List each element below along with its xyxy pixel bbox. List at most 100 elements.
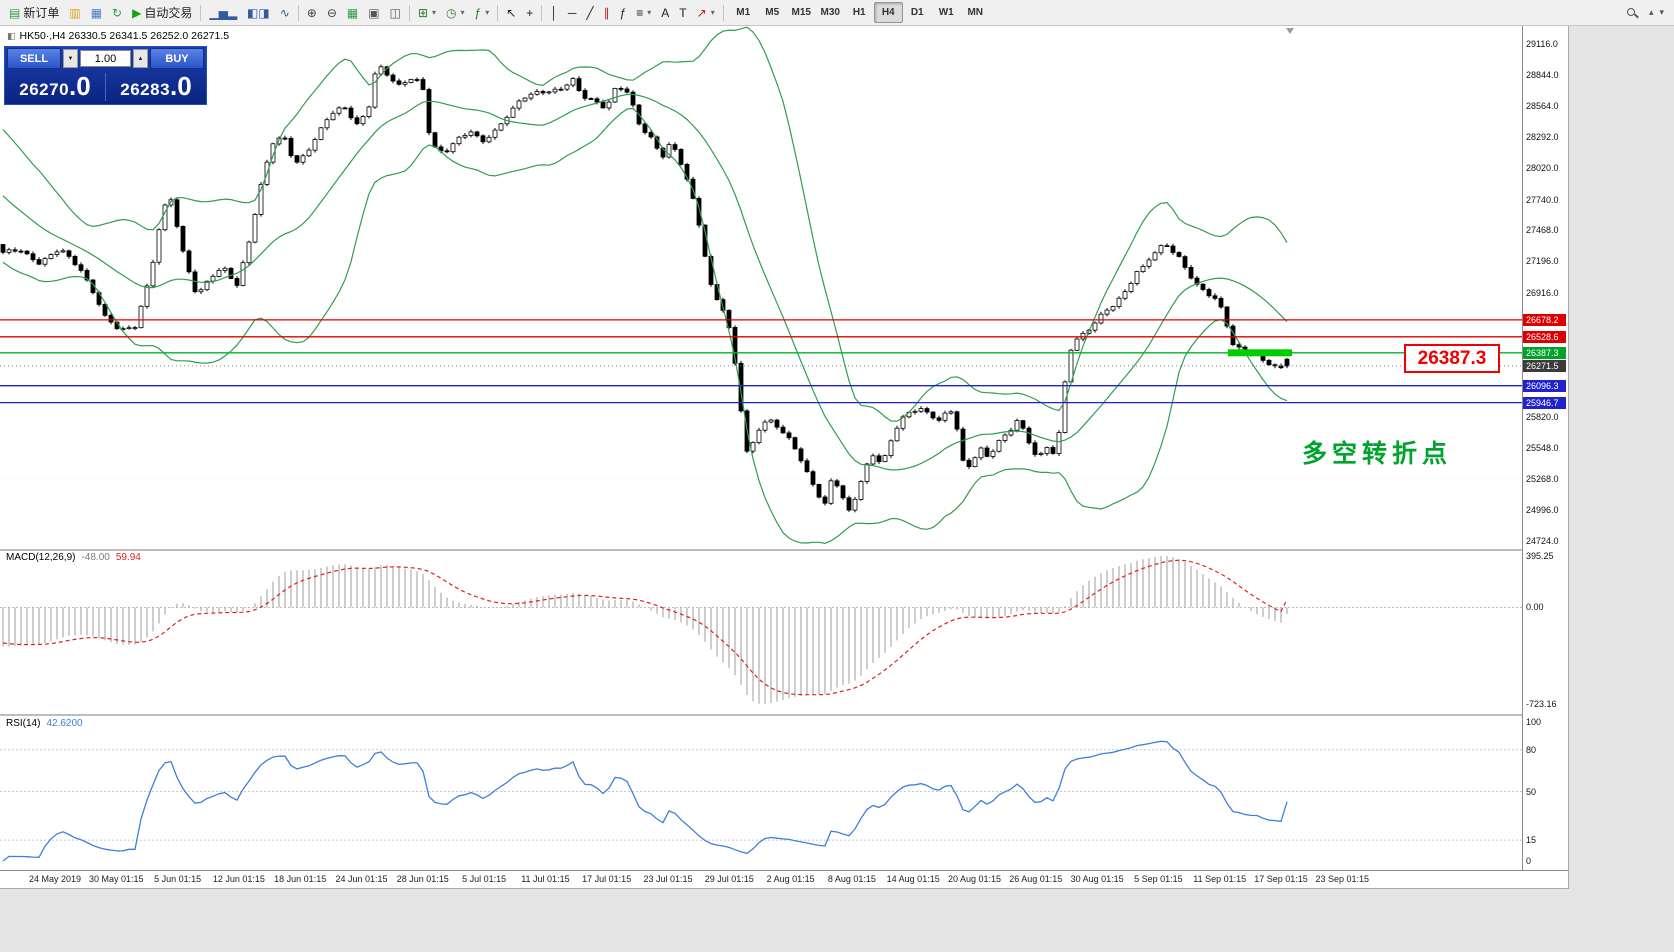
trade-panel-prices: 26270.0 26283.0 <box>5 69 206 104</box>
lot-increase-button[interactable]: ▲ <box>133 49 148 68</box>
new-order-button-label: 新订单 <box>23 6 60 20</box>
toolbar-scroll-up-button[interactable]: ▴ <box>1648 7 1654 17</box>
price-tick-label: 28564.0 <box>1526 101 1559 112</box>
vertical-line-button[interactable]: │ <box>545 1 563 24</box>
panel-splitter-macd[interactable] <box>0 549 1568 551</box>
price-chart-canvas[interactable] <box>0 26 1522 888</box>
timeframe-h4-button[interactable]: H4 <box>873 2 903 23</box>
timeframe-m5-button[interactable]: M5 <box>765 7 780 18</box>
time-axis-label: 24 May 2019 <box>28 874 82 884</box>
new-order-button[interactable]: ▤ 新订单 <box>4 1 64 24</box>
vertical-line-icon: │ <box>550 5 558 20</box>
price-tick-label: 26916.0 <box>1526 287 1559 298</box>
text-button[interactable]: A <box>656 1 674 24</box>
level-price-label: 26528.6 <box>1523 330 1566 343</box>
time-axis-label: 30 Aug 01:15 <box>1070 874 1124 884</box>
price-axis[interactable]: 29116.0 28844.0 28564.0 28292.0 28020.0 27740… <box>1522 26 1568 870</box>
new-chart-button[interactable]: ⊞ ▾ <box>413 1 441 24</box>
zoom-in-button[interactable]: ⊕ <box>302 1 322 24</box>
time-axis[interactable]: 24 May 2019 30 May 01:15 5 Jun 01:15 12 Jun… <box>0 870 1568 888</box>
buy-button[interactable]: BUY <box>150 48 204 69</box>
macd-indicator-label: MACD(12,26,9) -48.00 59.94 <box>6 552 141 563</box>
buy-price-frac: .0 <box>170 71 192 101</box>
chart-window[interactable]: ◧ HK50·,H4 26330.5 26341.5 26252.0 26271… <box>0 26 1569 889</box>
sell-price[interactable]: 26270.0 <box>5 73 105 100</box>
price-tick-label: 28292.0 <box>1526 132 1559 143</box>
zoom-out-button[interactable]: ⊖ <box>322 1 342 24</box>
buy-price[interactable]: 26283.0 <box>106 73 206 100</box>
grid-button[interactable]: ▦ <box>342 1 363 24</box>
price-tag-annotation[interactable]: 26387.3 <box>1404 344 1500 373</box>
candlestick-chart-button[interactable]: ◧◨ <box>242 1 275 24</box>
sell-button[interactable]: SELL <box>7 48 61 69</box>
cursor-icon: ↖ <box>506 5 517 20</box>
rsi-name: RSI(14) <box>6 718 41 729</box>
refresh-button[interactable]: ↻ <box>107 1 127 24</box>
text-annotation[interactable]: 多空转折点 <box>1302 440 1453 468</box>
cascade-windows-icon: ◫ <box>389 5 401 20</box>
indicators-button[interactable]: ƒ ▾ <box>470 1 495 24</box>
bar-chart-icon: ▁▅▂ <box>209 5 238 20</box>
horizontal-line-button[interactable]: ─ <box>563 1 582 24</box>
price-tick-label: 27740.0 <box>1526 194 1559 205</box>
new-order-icon: ▤ <box>9 5 21 20</box>
autotrading-button[interactable]: ▶ 自动交易 <box>127 1 197 24</box>
autotrading-icon: ▶ <box>132 5 142 20</box>
toolbar-scroll-down-button[interactable]: ▾ <box>1659 7 1664 17</box>
search-icon <box>1626 7 1638 19</box>
time-axis-label: 12 Jun 01:15 <box>212 874 265 884</box>
cascade-windows-button[interactable]: ◫ <box>385 1 406 24</box>
timeframe-w1-button[interactable]: W1 <box>938 7 954 18</box>
text-label-button[interactable]: T <box>674 1 691 24</box>
price-tick-label: 24724.0 <box>1526 536 1559 546</box>
rsi-axis-label: 80 <box>1526 744 1537 755</box>
toolbar-separator <box>497 4 499 21</box>
price-tick-label: 28020.0 <box>1526 163 1559 174</box>
time-axis-label: 23 Sep 01:15 <box>1315 874 1370 884</box>
period-button[interactable]: ◷ ▾ <box>441 1 470 24</box>
timeframe-mn-button[interactable]: MN <box>967 7 983 18</box>
search-button[interactable] <box>1621 1 1643 24</box>
lot-decrease-button[interactable]: ▼ <box>63 49 78 68</box>
toolbar-separator <box>408 4 410 21</box>
toolbar: ▤ 新订单 ▥ ▦ ↻ ▶ 自动交易 ▁▅▂ ◧◨ ∿ ⊕ ⊖ ▦ ▣ ◫ ⊞ ▾ ◷ ▾ ƒ ▾ ↖ + │ ─ ╱ ∥ ƒ ≡ ▾ A T… <box>0 0 1674 26</box>
cursor-button[interactable]: ↖ <box>501 1 521 24</box>
crosshair-button[interactable]: + <box>521 1 538 24</box>
tile-windows-button[interactable]: ▣ <box>363 1 384 24</box>
timeframe-m1-button[interactable]: M1 <box>736 7 751 18</box>
shapes-button[interactable]: ≡ ▾ <box>631 1 656 24</box>
market-watch-icon: ▦ <box>90 5 103 20</box>
price-tick-label: 25268.0 <box>1526 474 1559 485</box>
line-chart-button[interactable]: ∿ <box>275 1 295 24</box>
bar-chart-button[interactable]: ▁▅▂ <box>204 1 242 24</box>
price-tick-label: 24996.0 <box>1526 505 1559 516</box>
price-tick-label: 25548.0 <box>1526 442 1559 453</box>
arrows-button[interactable]: ↗ ▾ <box>692 1 720 24</box>
timeframe-m15-button[interactable]: M15 <box>791 7 811 18</box>
market-watch-button[interactable]: ▦ <box>86 1 107 24</box>
timeframe-d1-button[interactable]: D1 <box>910 7 924 18</box>
horizontal-level-lines[interactable] <box>0 319 1522 404</box>
timeframe-m30-button[interactable]: M30 <box>820 7 840 18</box>
time-axis-label: 5 Jul 01:15 <box>462 874 507 884</box>
timeframe-buttons: M1 M5 M15 M30 H1 H4 D1 W1 MN <box>729 2 990 23</box>
buy-price-main: 26283 <box>120 80 171 99</box>
dropdown-caret-icon: ▾ <box>647 8 652 17</box>
time-axis-label: 24 Jun 01:15 <box>335 874 388 884</box>
zoom-out-icon: ⊖ <box>326 5 337 20</box>
channel-button[interactable]: ∥ <box>599 1 615 24</box>
rsi-panel <box>0 740 1522 862</box>
grid-lines <box>0 43 1522 542</box>
dropdown-caret-icon: ▾ <box>460 8 465 17</box>
fibonacci-button[interactable]: ƒ <box>615 1 632 24</box>
lot-size-input[interactable] <box>80 50 131 67</box>
time-axis-label: 29 Jul 01:15 <box>704 874 754 884</box>
timeframe-h1-button[interactable]: H1 <box>852 7 866 18</box>
trendline-button[interactable]: ╱ <box>581 1 598 24</box>
rsi-axis-label: 0 <box>1526 856 1532 866</box>
panel-splitter-rsi[interactable] <box>0 714 1568 716</box>
dropdown-caret-icon: ▾ <box>710 8 715 17</box>
thick-green-segment[interactable] <box>1228 349 1292 357</box>
open-chart-button[interactable]: ▥ <box>64 1 85 24</box>
